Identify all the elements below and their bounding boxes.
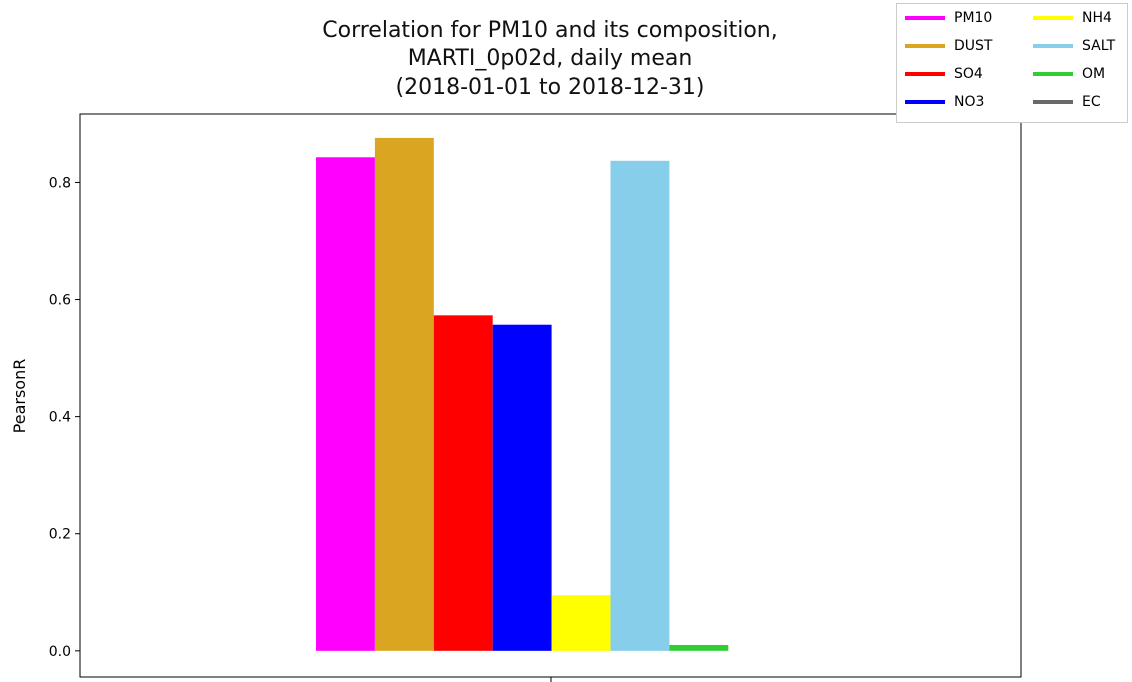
- bar-dust: [374, 137, 434, 651]
- chart-title-line-1: Correlation for PM10 and its composition…: [322, 18, 778, 43]
- legend-label-om: OM: [1082, 66, 1106, 82]
- legend-label-pm10: PM10: [954, 10, 993, 26]
- y-tick-label: 0.2: [49, 527, 71, 543]
- y-tick-label: 0.8: [49, 175, 71, 191]
- legend-label-so4: SO4: [954, 66, 983, 82]
- legend-label-nh4: NH4: [1082, 10, 1112, 26]
- legend-item-no3: NO3: [905, 91, 984, 113]
- bar-salt: [610, 160, 670, 651]
- legend-label-no3: NO3: [954, 94, 985, 110]
- legend-item-pm10: PM10: [905, 7, 992, 29]
- legend-item-so4: SO4: [905, 63, 983, 85]
- legend-swatch-pm10: [905, 16, 945, 20]
- legend-swatch-om: [1033, 72, 1073, 76]
- y-axis: 0.0 0.2 0.4 0.6 0.8: [49, 175, 80, 660]
- legend-swatch-salt: [1033, 44, 1073, 48]
- legend-swatch-nh4: [1033, 16, 1073, 20]
- legend-label-ec: EC: [1082, 94, 1101, 110]
- legend-label-salt: SALT: [1082, 38, 1116, 54]
- legend-swatch-ec: [1033, 100, 1073, 104]
- legend-swatch-dust: [905, 44, 945, 48]
- bar-om: [669, 644, 729, 651]
- y-tick-label: 0.6: [49, 293, 71, 309]
- legend-swatch-no3: [905, 100, 945, 104]
- bar-pm10: [316, 157, 375, 651]
- legend-item-nh4: NH4: [1033, 7, 1112, 29]
- chart-title-line-3: (2018-01-01 to 2018-12-31): [395, 75, 705, 100]
- y-axis-label: PearsonR: [10, 359, 29, 434]
- legend-label-dust: DUST: [954, 38, 993, 54]
- legend-item-ec: EC: [1033, 91, 1101, 113]
- y-tick-label: 0.4: [49, 410, 71, 426]
- bar-nh4: [551, 595, 611, 651]
- y-tick-label: 0.0: [49, 644, 71, 660]
- legend-item-dust: DUST: [905, 35, 992, 57]
- legend-swatch-so4: [905, 72, 945, 76]
- legend: PM10 DUST SO4 NO3 NH4 SALT OM EC: [896, 3, 1128, 123]
- bars-group: [316, 137, 729, 651]
- legend-item-salt: SALT: [1033, 35, 1115, 57]
- bar-no3: [492, 324, 552, 651]
- legend-item-om: OM: [1033, 63, 1105, 85]
- chart-title-line-2: MARTI_0p02d, daily mean: [407, 46, 693, 71]
- bar-so4: [433, 315, 493, 651]
